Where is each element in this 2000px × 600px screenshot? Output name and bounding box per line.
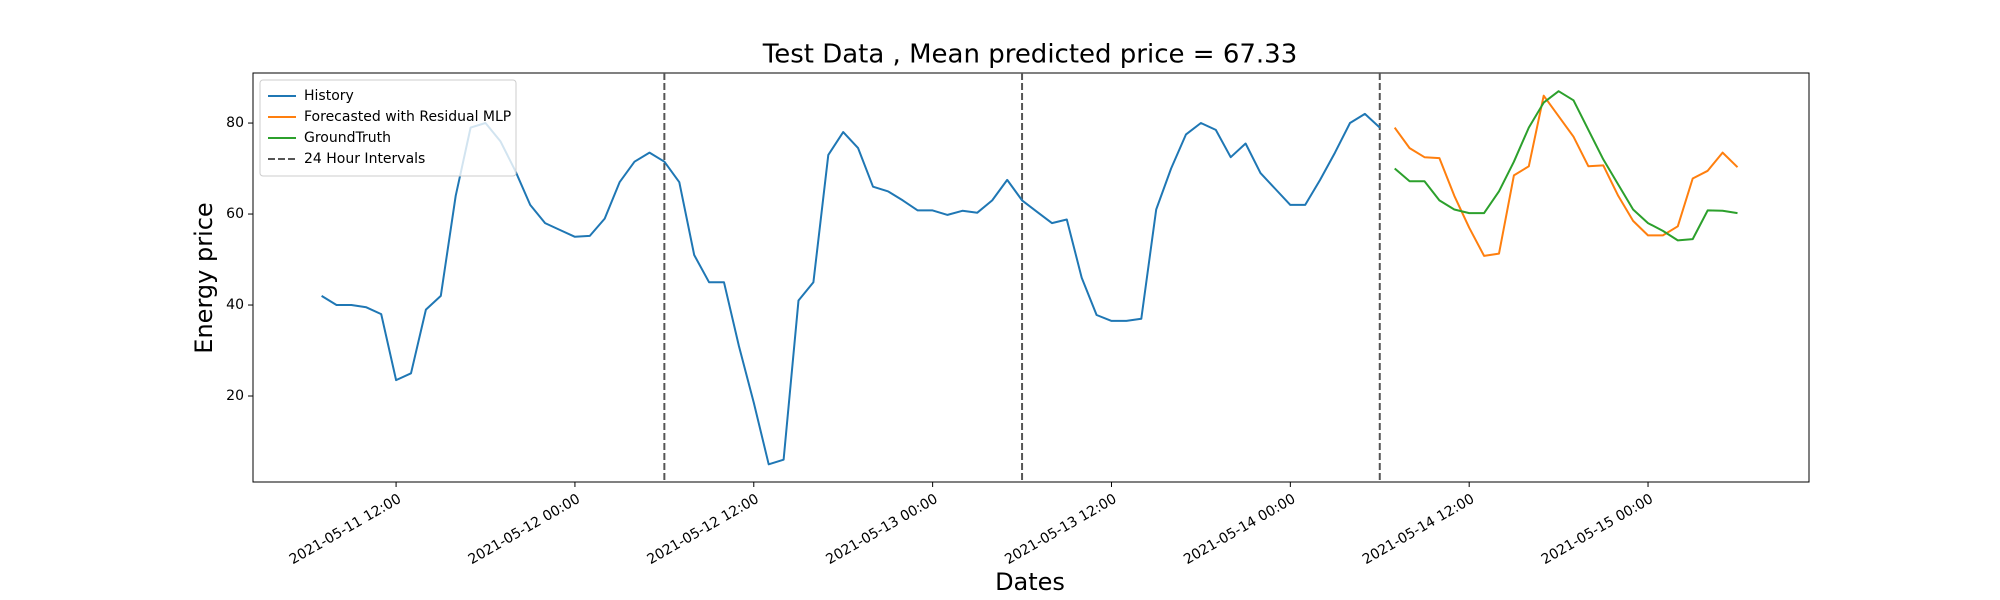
legend-label: Forecasted with Residual MLP: [304, 109, 511, 125]
y-tick-label: 40: [226, 297, 244, 313]
x-tick-label: 2021-05-15 00:00: [1539, 491, 1656, 568]
x-tick-label: 2021-05-14 00:00: [1181, 491, 1298, 568]
y-tick-label: 80: [226, 115, 244, 131]
x-tick-label: 2021-05-13 12:00: [1002, 491, 1119, 568]
x-tick-label: 2021-05-14 12:00: [1360, 491, 1477, 568]
legend-box: [259, 79, 517, 177]
y-axis-label: Energy price: [190, 202, 218, 353]
x-tick-label: 2021-05-12 00:00: [466, 491, 583, 568]
legend: History Forecasted with Residual MLP Groun…: [259, 79, 517, 177]
x-axis-label: Dates: [995, 568, 1065, 596]
x-tick-label: 2021-05-12 12:00: [645, 491, 762, 568]
chart-title: Test Data , Mean predicted price = 67.33: [762, 40, 1298, 70]
legend-label: History: [304, 88, 354, 104]
plot-frame: [252, 72, 1810, 483]
x-tick-label: 2021-05-11 12:00: [287, 491, 404, 568]
y-tick-label: 60: [226, 206, 244, 222]
y-tick-label: 20: [226, 388, 244, 404]
legend-label: GroundTruth: [304, 130, 391, 146]
series-line: [1394, 90, 1738, 242]
legend-label: 24 Hour Intervals: [304, 151, 425, 167]
series-line: [1393, 94, 1739, 257]
x-tick-label: 2021-05-13 00:00: [823, 491, 940, 568]
